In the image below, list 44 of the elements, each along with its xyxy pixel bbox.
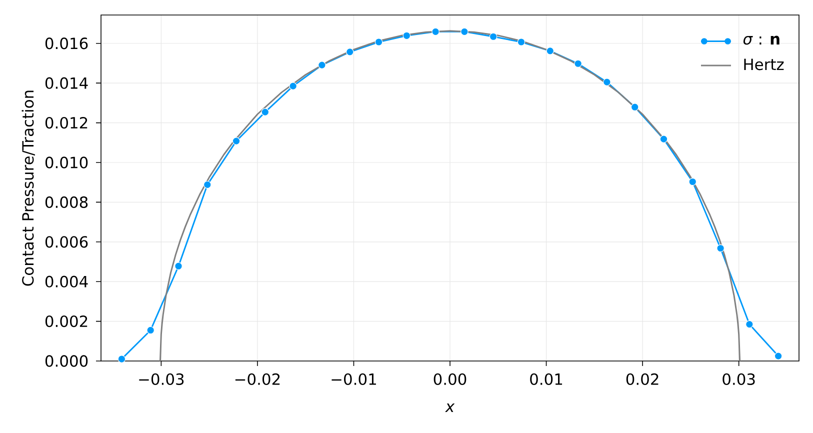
- point: [774, 352, 782, 360]
- x-tick-label: 0.00: [434, 373, 466, 386]
- x-tick-label: −0.01: [332, 373, 376, 386]
- y-tick-label: 0.008: [45, 196, 88, 208]
- point: [489, 32, 498, 41]
- y-axis-title: Contact Pressure/Traction: [22, 90, 35, 286]
- point: [432, 28, 440, 36]
- y-tick-label: 0.000: [45, 355, 88, 367]
- point: [402, 32, 411, 40]
- y-tick-label: 0.014: [45, 77, 88, 89]
- x-tick-label: 0.03: [722, 373, 755, 386]
- point: [688, 178, 697, 186]
- point: [346, 48, 354, 56]
- legend-label: Hertz: [744, 58, 784, 70]
- y-tick-label: 0.004: [45, 276, 88, 288]
- x-tick-label: 0.02: [626, 373, 658, 386]
- x-tick-label: 0.01: [530, 373, 562, 386]
- point: [318, 61, 326, 69]
- point: [203, 180, 212, 189]
- point: [118, 355, 126, 363]
- y-tick-label: 0.010: [45, 156, 88, 168]
- y-tick-label: 0.006: [45, 236, 88, 248]
- point: [574, 60, 582, 68]
- point: [603, 78, 611, 86]
- x-tick-label: −0.03: [139, 373, 184, 386]
- y-tick-label: 0.002: [45, 315, 88, 328]
- x-axis-title: x: [445, 404, 455, 412]
- point: [232, 137, 240, 145]
- point: [174, 262, 182, 270]
- point: [546, 47, 554, 55]
- point: [460, 28, 468, 36]
- point: [146, 326, 154, 334]
- point: [660, 135, 668, 143]
- legend-label: σ : n: [743, 36, 780, 45]
- y-tick-label: 0.016: [45, 38, 88, 50]
- point: [374, 38, 383, 46]
- point: [289, 82, 297, 90]
- point: [517, 38, 526, 46]
- y-tick-label: 0.012: [45, 116, 88, 129]
- point: [630, 103, 639, 112]
- point: [261, 108, 270, 116]
- point: [716, 244, 724, 252]
- x-tick-label: −0.02: [235, 373, 280, 386]
- point: [746, 320, 754, 328]
